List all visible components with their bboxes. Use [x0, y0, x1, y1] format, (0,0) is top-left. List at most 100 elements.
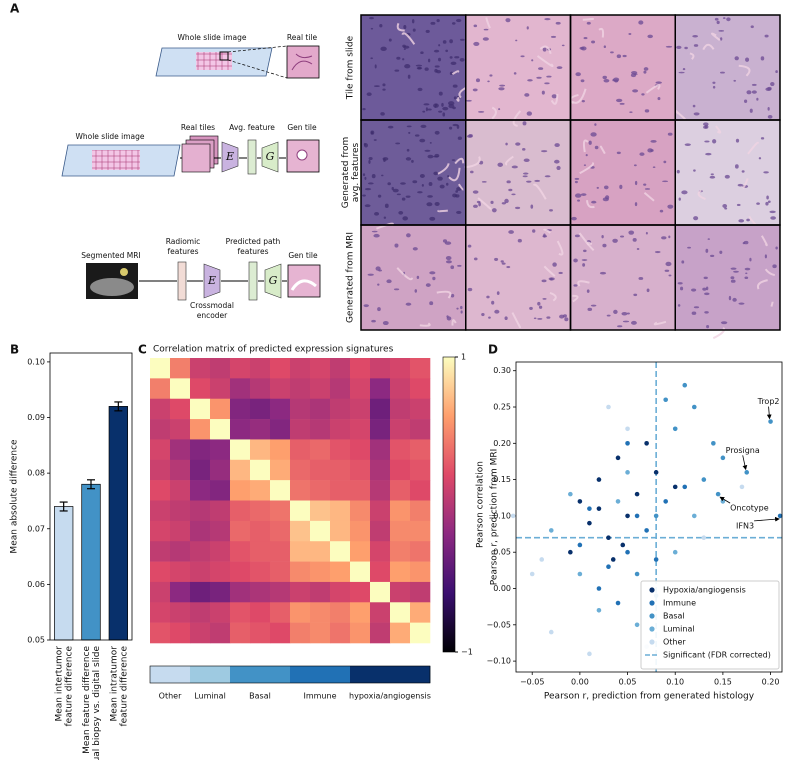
nucleus: [628, 33, 632, 35]
nucleus: [393, 288, 400, 291]
nucleus: [491, 208, 497, 213]
heat-cell: [230, 398, 251, 420]
nucleus: [398, 211, 404, 215]
nucleus: [400, 182, 406, 185]
nucleus: [421, 183, 424, 187]
y-tick-label: 0.30: [493, 366, 511, 375]
point: [691, 513, 697, 519]
point: [625, 549, 630, 555]
heat-cell: [270, 581, 291, 603]
nucleus: [732, 297, 737, 302]
nucleus: [681, 190, 688, 195]
nucleus: [646, 288, 650, 293]
nucleus: [744, 276, 749, 280]
stroma: [477, 197, 492, 210]
nucleus: [377, 307, 381, 312]
tile-image: [675, 15, 780, 120]
generator: [264, 263, 282, 299]
colorbar-tick-label: 1: [461, 353, 466, 362]
stroma: [485, 17, 491, 29]
legend-swatch: [649, 587, 655, 593]
heat-cell: [170, 541, 191, 562]
nucleus: [472, 190, 479, 194]
point: [691, 404, 697, 410]
heat-cell: [250, 541, 271, 562]
nucleus: [420, 124, 427, 129]
nucleus: [515, 39, 518, 42]
heat-cell: [370, 520, 391, 542]
point: [587, 520, 592, 526]
stroma: [770, 301, 774, 307]
y-tick-label: 0.20: [493, 439, 511, 448]
heat-cell: [310, 500, 331, 522]
nucleus: [619, 184, 623, 190]
nucleus: [388, 38, 392, 42]
point: [653, 513, 659, 519]
point: [539, 557, 545, 562]
nucleus: [436, 19, 440, 23]
nucleus: [430, 21, 436, 25]
nucleus: [377, 283, 380, 286]
nucleus: [508, 188, 513, 192]
nucleus: [466, 134, 473, 138]
tile-texture: [296, 149, 308, 161]
group-cell: [210, 666, 231, 683]
tile-grid: [92, 150, 140, 170]
nucleus: [450, 293, 455, 298]
heat-cell: [370, 480, 391, 501]
nucleus: [657, 96, 661, 101]
heat-cell: [210, 520, 231, 542]
heat-cell: [250, 622, 271, 644]
heat-cell: [310, 419, 331, 440]
nucleus: [709, 175, 716, 179]
heat-cell: [290, 622, 311, 644]
text-line: Mean intertumor: [54, 646, 64, 722]
row-label: Generated from MRI: [346, 232, 356, 323]
nucleus: [478, 111, 485, 113]
nucleus: [582, 263, 586, 267]
x-tick-label: Mean feature differencevirtual biopsy vs…: [82, 646, 102, 760]
nucleus: [429, 271, 436, 275]
nucleus: [764, 254, 767, 259]
nucleus: [756, 97, 759, 101]
heat-cell: [390, 581, 411, 603]
nucleus: [498, 87, 505, 91]
nucleus: [420, 51, 424, 55]
nucleus: [765, 201, 769, 206]
nucleus: [756, 202, 760, 205]
bar: [54, 506, 74, 641]
nucleus: [459, 38, 465, 41]
heat-cell: [250, 398, 271, 420]
nucleus: [364, 176, 367, 180]
nucleus: [445, 182, 449, 186]
heat-cell: [250, 581, 271, 603]
nucleus: [387, 182, 391, 186]
nucleus: [396, 193, 401, 196]
nucleus: [583, 164, 587, 166]
nucleus: [726, 17, 731, 22]
tile-image: [570, 15, 676, 120]
nucleus: [591, 40, 596, 44]
stroma: [436, 290, 452, 299]
nucleus: [550, 277, 553, 281]
text-line: Crossmodal: [190, 301, 234, 310]
nucleus: [481, 181, 487, 183]
heat-cell: [410, 602, 431, 623]
nucleus: [364, 143, 369, 148]
nucleus: [425, 29, 430, 33]
nucleus: [411, 19, 415, 24]
tumor-seg: [120, 268, 128, 276]
point: [720, 455, 726, 461]
y-tick-label: −0.05: [486, 620, 511, 629]
heat-cell: [390, 480, 411, 501]
stroma: [653, 320, 667, 326]
nucleus: [574, 193, 582, 198]
nucleus: [473, 41, 480, 46]
diagram-label: Crossmodal encoder: [190, 301, 234, 320]
nucleus: [445, 256, 452, 261]
nucleus: [579, 46, 585, 50]
heat-cell: [330, 541, 351, 562]
annotation: Trop2: [757, 397, 780, 406]
nucleus: [647, 148, 653, 153]
y-tick-label: 0.10: [493, 511, 511, 520]
